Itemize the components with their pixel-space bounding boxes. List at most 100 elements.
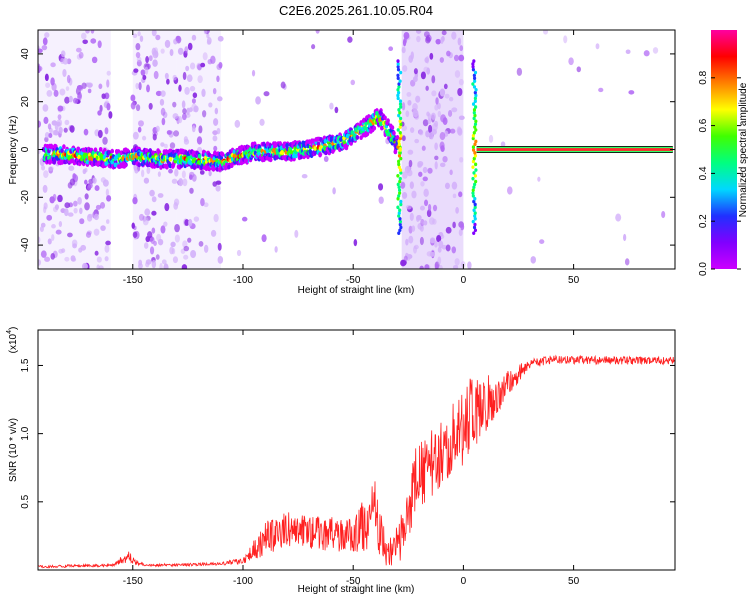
noise-speckle [155, 90, 162, 97]
noise-speckle [163, 263, 169, 269]
noise-speckle [38, 63, 41, 70]
noise-speckle [460, 223, 465, 231]
signal-streak [473, 125, 477, 129]
noise-speckle [151, 30, 157, 37]
noise-speckle [467, 261, 472, 269]
signal-streak [471, 136, 475, 141]
noise-speckle [402, 171, 408, 179]
noise-speckle [82, 39, 88, 45]
noise-speckle [434, 120, 439, 127]
signal-cell [383, 115, 387, 121]
noise-speckle [419, 236, 424, 246]
noise-speckle [142, 74, 147, 81]
signal-cell [168, 156, 173, 162]
signal-streak [398, 99, 403, 104]
signal-cell [204, 155, 208, 161]
noise-speckle [401, 135, 406, 142]
noise-speckle [177, 115, 183, 124]
noise-speckle [163, 221, 168, 227]
noise-speckle [172, 113, 179, 120]
noise-speckle [423, 66, 429, 73]
noise-speckle [78, 51, 84, 59]
noise-speckle [164, 72, 169, 80]
noise-speckle [71, 257, 77, 262]
carrier-band-core [476, 148, 673, 151]
noise-speckle [94, 250, 99, 256]
noise-speckle [457, 127, 463, 136]
y-tick-label: 20 [20, 96, 31, 108]
signal-streak [473, 122, 478, 126]
signal-streak [473, 79, 477, 83]
signal-cell [280, 150, 284, 155]
noise-speckle [301, 174, 308, 179]
noise-speckle [418, 129, 424, 136]
noise-speckle [181, 264, 188, 269]
noise-speckle [411, 225, 416, 232]
noise-speckle [311, 44, 316, 50]
noise-speckle [46, 90, 53, 97]
signal-cell [60, 148, 64, 154]
signal-cell [268, 157, 273, 163]
noise-speckle [437, 256, 442, 265]
noise-speckle [458, 78, 464, 86]
noise-speckle [189, 174, 193, 180]
signal-streak [471, 188, 475, 192]
signal-streak [473, 217, 477, 221]
noise-speckle [68, 95, 73, 103]
signal-streak [396, 182, 400, 187]
noise-speckle [182, 178, 188, 187]
noise-speckle [64, 119, 70, 126]
signal-cell [299, 154, 304, 160]
noise-speckle [87, 88, 92, 94]
signal-streak [397, 108, 401, 112]
noise-speckle [76, 84, 83, 90]
noise-speckle [530, 256, 536, 264]
noise-speckle [350, 79, 356, 86]
noise-speckle [96, 264, 100, 269]
signal-streak [398, 228, 402, 233]
noise-speckle [145, 56, 149, 64]
noise-speckle [198, 125, 203, 134]
noise-speckle [182, 108, 187, 115]
signal-cell [350, 130, 354, 135]
colorbar-tick-label: 0.6 [698, 118, 709, 132]
signal-streak [473, 205, 477, 210]
noise-speckle [236, 249, 242, 257]
noise-speckle [412, 109, 419, 118]
noise-speckle [87, 83, 93, 88]
signal-streak [399, 105, 403, 109]
noise-speckle [652, 47, 659, 54]
signal-streak [471, 67, 476, 72]
noise-speckle [448, 96, 454, 102]
signal-streak [471, 194, 475, 198]
noise-speckle [217, 256, 224, 264]
noise-speckle [60, 50, 66, 58]
noise-speckle [138, 213, 145, 221]
noise-speckle [138, 263, 143, 269]
noise-speckle [500, 141, 506, 148]
spectrogram-panel: -150 -100 -50 0 50 -40 -20 0 20 40 Height of str… [8, 29, 676, 296]
noise-speckle [459, 156, 464, 163]
signal-streak [396, 96, 400, 101]
noise-speckle [438, 264, 443, 269]
noise-speckle [43, 116, 49, 125]
noise-speckle [411, 190, 417, 199]
noise-speckle [568, 57, 574, 66]
snr-panel: -150 -100 -50 0 50 0.5 1.0 1.5 Height of strai… [6, 327, 676, 595]
noise-speckle [427, 118, 432, 125]
noise-speckle [59, 88, 66, 96]
noise-speckle [405, 205, 412, 210]
noise-speckle [439, 57, 444, 63]
noise-speckle [191, 174, 197, 182]
signal-streak [397, 162, 401, 167]
noise-speckle [334, 106, 339, 114]
noise-speckle [131, 222, 135, 229]
noise-speckle [435, 97, 439, 105]
signal-cell [48, 159, 52, 165]
noise-speckle [182, 71, 187, 81]
noise-speckle [171, 178, 178, 184]
signal-streak [397, 159, 401, 164]
noise-speckle [261, 234, 267, 243]
noise-speckle [198, 240, 204, 247]
noise-speckle [139, 35, 144, 42]
